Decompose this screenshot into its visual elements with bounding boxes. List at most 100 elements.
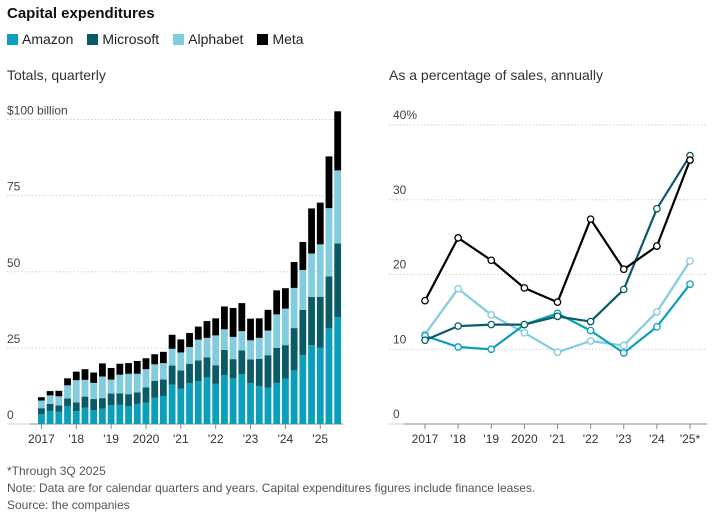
bar-meta-23 (238, 303, 246, 332)
bar-microsoft-31 (308, 297, 315, 346)
line-point-amazon-6 (619, 349, 628, 357)
bar-microsoft-20 (212, 365, 220, 384)
bar-microsoft-25 (255, 358, 263, 386)
bar-microsoft-30 (299, 309, 307, 356)
bar-alphabet-17 (186, 346, 193, 364)
bar-meta-0 (38, 397, 45, 401)
bar-microsoft-4 (72, 402, 80, 412)
bar-microsoft-24 (247, 359, 254, 384)
bar-xtick-label-7: '24 (278, 432, 294, 446)
line-point-microsoft-5 (586, 317, 595, 326)
line-xtick-label-1: '18 (450, 432, 466, 446)
bar-xtick-label-0: 2017 (28, 432, 55, 446)
bar-alphabet-10 (125, 373, 132, 395)
bar-alphabet-6 (90, 382, 98, 400)
bar-xtick-label-8: '25 (312, 432, 328, 446)
bar-amazon-16 (177, 388, 185, 424)
line-point-meta-6 (619, 265, 628, 274)
line-point-amazon-1 (454, 343, 462, 351)
bar-amazon-2 (55, 411, 63, 424)
bar-amazon-19 (203, 377, 211, 424)
bar-amazon-6 (90, 410, 98, 424)
bar-amazon-1 (46, 410, 54, 424)
line-xtick-label-0: 2017 (412, 432, 439, 446)
bar-meta-15 (168, 334, 176, 349)
bar-microsoft-16 (177, 370, 185, 389)
bar-meta-19 (203, 321, 211, 338)
bar-meta-9 (116, 363, 124, 375)
bar-microsoft-8 (107, 393, 115, 406)
bar-meta-11 (133, 360, 141, 374)
bar-meta-27 (273, 290, 281, 315)
bar-alphabet-21 (221, 329, 228, 351)
bar-microsoft-22 (229, 359, 237, 379)
line-point-amazon-8 (686, 280, 694, 289)
line-point-meta-3 (520, 284, 529, 292)
bar-xtick-label-1: '18 (68, 432, 84, 446)
bar-alphabet-3 (64, 385, 71, 399)
line-point-microsoft-4 (553, 312, 562, 321)
bar-alphabet-19 (203, 337, 211, 358)
bar-alphabet-23 (238, 331, 246, 351)
bar-amazon-23 (238, 374, 246, 424)
line-xtick-label-2: '19 (483, 432, 499, 446)
bar-microsoft-26 (264, 355, 272, 388)
bar-microsoft-12 (142, 387, 150, 403)
source: Source: the companies (7, 498, 130, 512)
legend-item-meta: Meta (257, 31, 304, 47)
bar-amazon-4 (72, 411, 80, 424)
bar-microsoft-1 (46, 403, 54, 411)
line-point-microsoft-3 (520, 320, 529, 329)
bar-meta-30 (299, 241, 307, 270)
bar-ytick-label-50: 50 (7, 256, 21, 270)
bar-ytick-label-100: $100 billion (7, 104, 68, 118)
line-ytick-label-40: 40% (393, 108, 417, 122)
legend-label-amazon: Amazon (22, 31, 74, 47)
bar-meta-7 (99, 363, 106, 377)
bar-meta-16 (177, 339, 185, 353)
bar-amazon-8 (107, 405, 115, 424)
line-point-microsoft-2 (487, 320, 496, 329)
bar-alphabet-33 (325, 208, 333, 277)
line-xtick-label-8: '25* (680, 432, 701, 446)
bar-alphabet-9 (116, 374, 124, 394)
line-point-alphabet-6 (619, 341, 628, 350)
bar-meta-21 (221, 306, 228, 330)
bar-meta-4 (72, 371, 80, 381)
legend-label-microsoft: Microsoft (102, 31, 160, 47)
line-xtick-label-5: '22 (583, 432, 599, 446)
bar-meta-34 (334, 111, 342, 171)
line-point-meta-7 (653, 242, 661, 250)
line-xtick-label-7: '24 (649, 432, 665, 446)
bar-microsoft-10 (125, 394, 132, 407)
bar-amazon-13 (151, 397, 159, 424)
bar-xtick-label-3: 2020 (133, 432, 160, 446)
bar-microsoft-34 (334, 243, 342, 318)
bar-meta-2 (55, 390, 63, 397)
line-series-meta (424, 159, 692, 304)
bar-microsoft-11 (133, 392, 141, 404)
bar-amazon-26 (264, 387, 272, 424)
line-point-microsoft-7 (653, 204, 661, 213)
line-point-meta-5 (586, 215, 595, 224)
bar-amazon-20 (212, 383, 220, 424)
bar-ytick-label-0: 0 (7, 408, 14, 422)
bar-alphabet-18 (194, 339, 202, 361)
note: Note: Data are for calendar quarters and… (7, 481, 536, 495)
chart-title: Capital expenditures (7, 5, 155, 22)
line-point-alphabet-4 (553, 348, 562, 357)
line-ytick-label-10: 10 (393, 332, 407, 346)
bar-meta-5 (81, 369, 89, 380)
bar-amazon-11 (133, 403, 141, 424)
legend-item-amazon: Amazon (7, 31, 73, 47)
bar-amazon-33 (325, 328, 333, 424)
bar-alphabet-5 (81, 379, 89, 397)
bar-meta-33 (325, 156, 333, 209)
bar-amazon-3 (64, 406, 71, 424)
legend-item-alphabet: Alphabet (173, 31, 243, 47)
bar-xtick-label-4: '21 (173, 432, 189, 446)
bar-alphabet-22 (229, 336, 237, 360)
bar-meta-22 (229, 307, 237, 337)
bar-alphabet-14 (160, 363, 167, 380)
